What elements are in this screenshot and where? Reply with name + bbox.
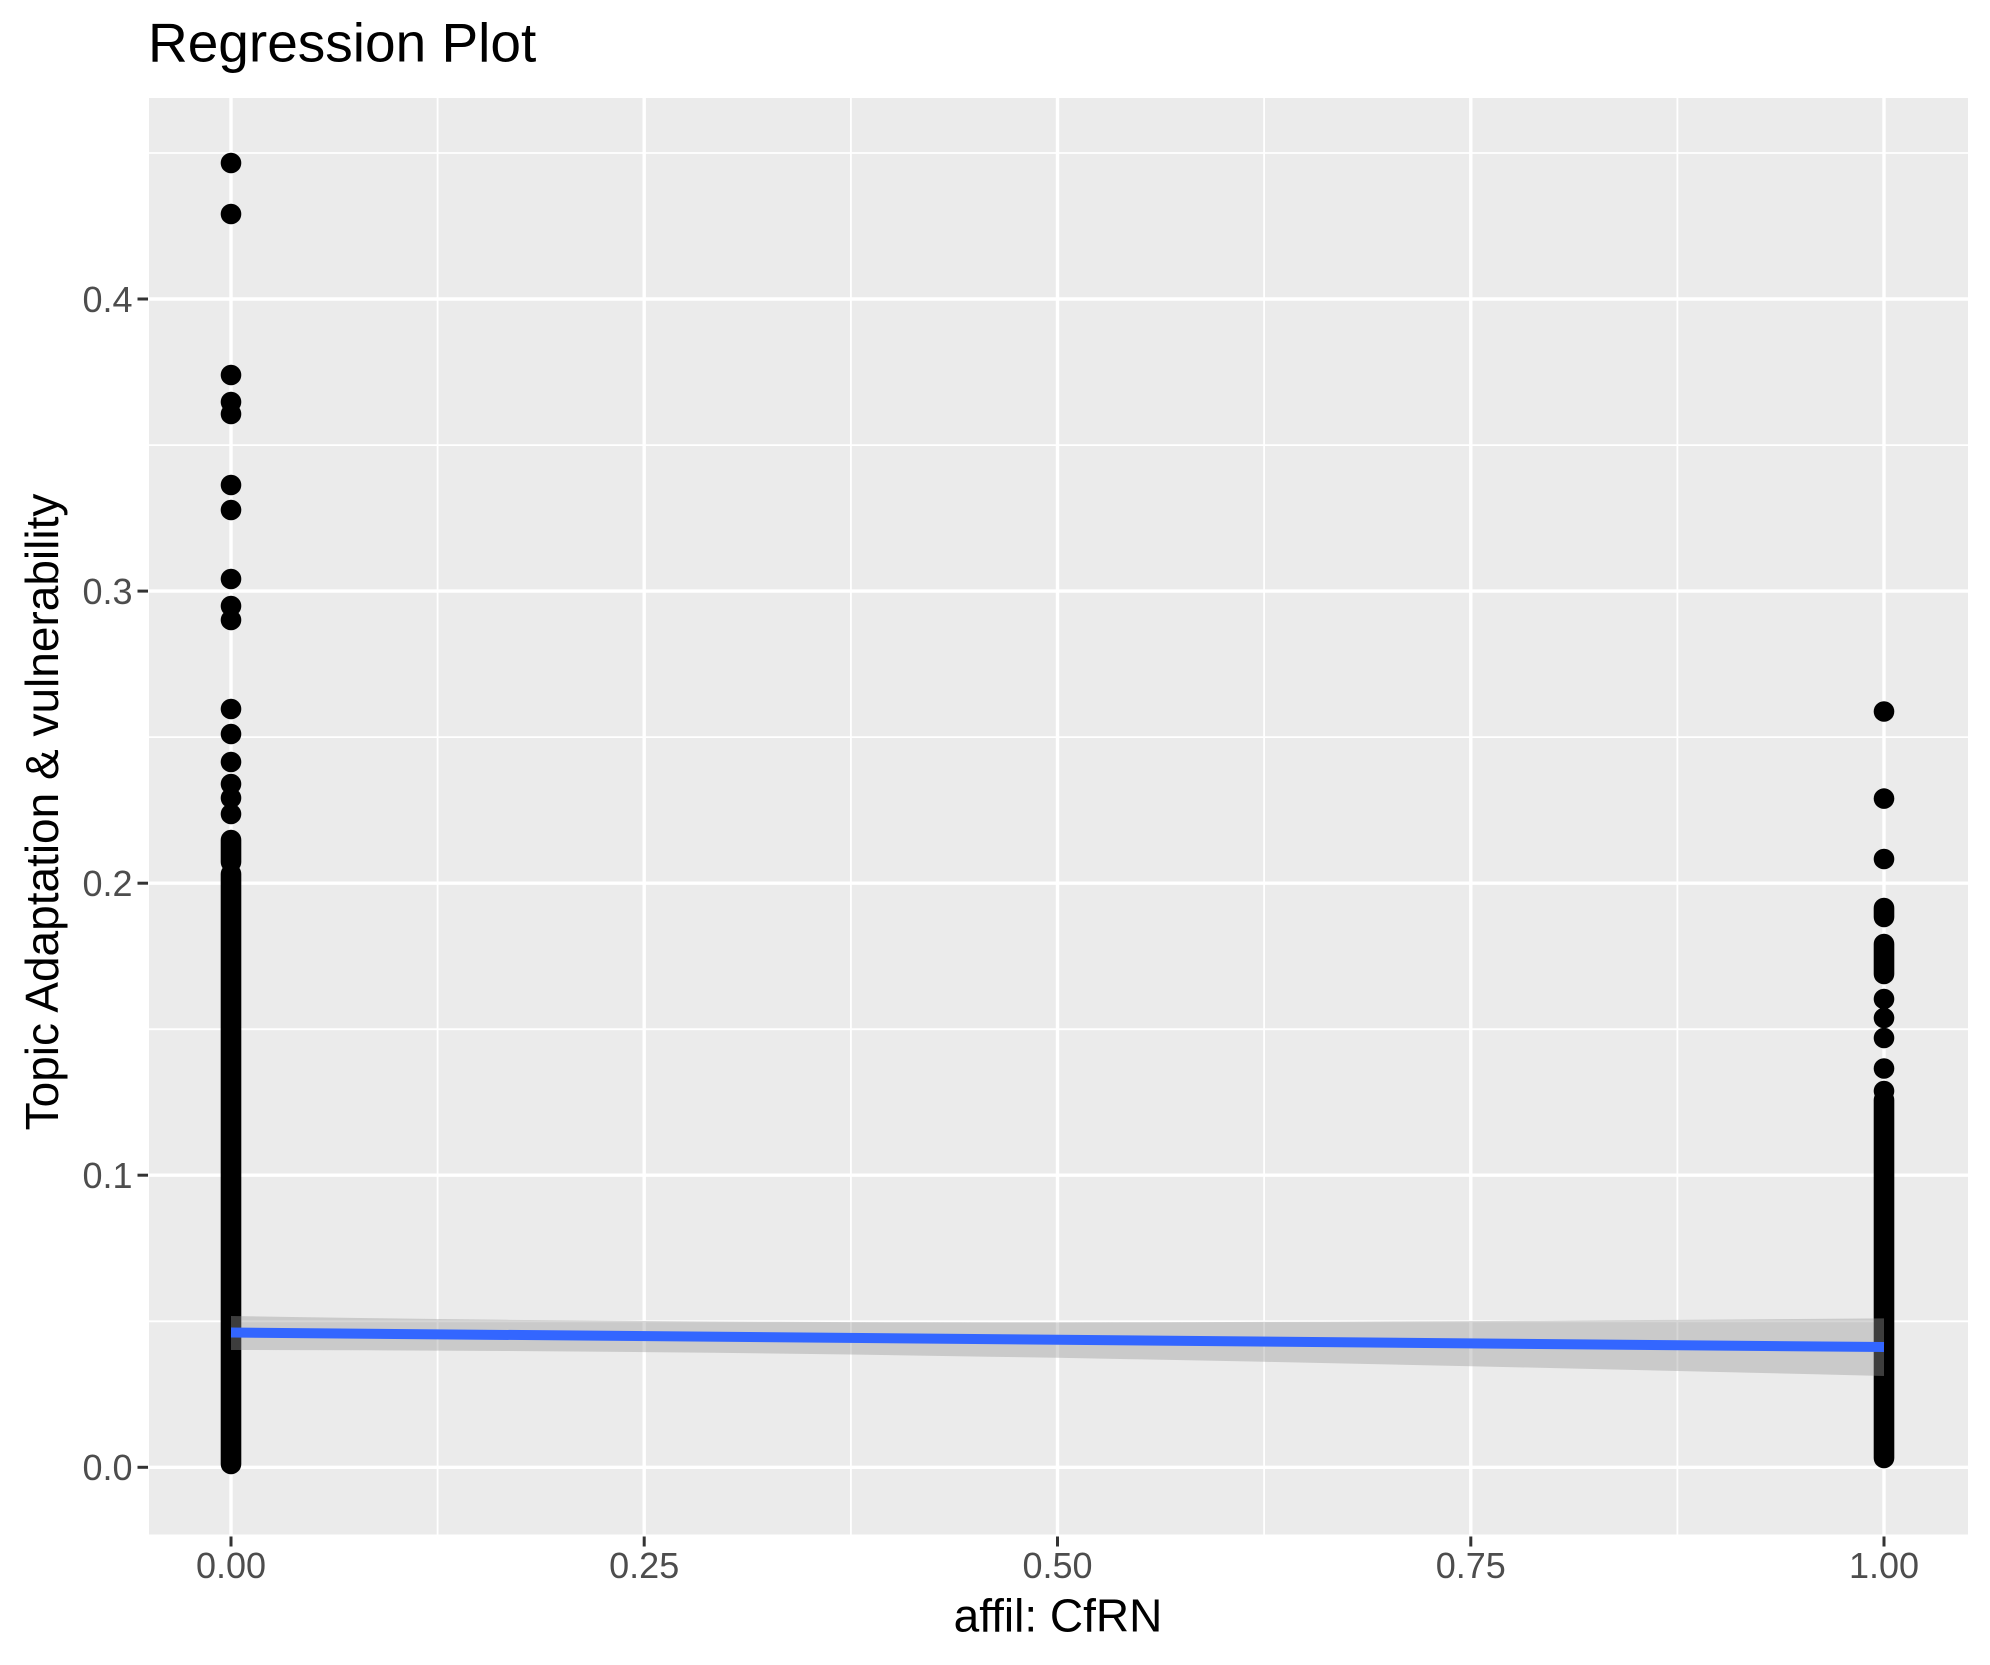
svg-text:0.00: 0.00 <box>196 1545 266 1586</box>
svg-text:affil: CfRN: affil: CfRN <box>954 1590 1163 1642</box>
svg-text:0.2: 0.2 <box>82 863 132 904</box>
svg-text:0.3: 0.3 <box>82 571 132 612</box>
svg-text:Topic Adaptation & vulnerabili: Topic Adaptation & vulnerability <box>16 494 68 1131</box>
svg-text:0.4: 0.4 <box>82 279 132 320</box>
svg-text:0.25: 0.25 <box>609 1545 679 1586</box>
svg-text:Regression Plot: Regression Plot <box>148 12 536 74</box>
svg-text:0.1: 0.1 <box>82 1155 132 1196</box>
svg-text:1.00: 1.00 <box>1849 1545 1919 1586</box>
svg-text:0.0: 0.0 <box>82 1447 132 1488</box>
svg-text:0.50: 0.50 <box>1022 1545 1092 1586</box>
svg-text:0.75: 0.75 <box>1436 1545 1506 1586</box>
